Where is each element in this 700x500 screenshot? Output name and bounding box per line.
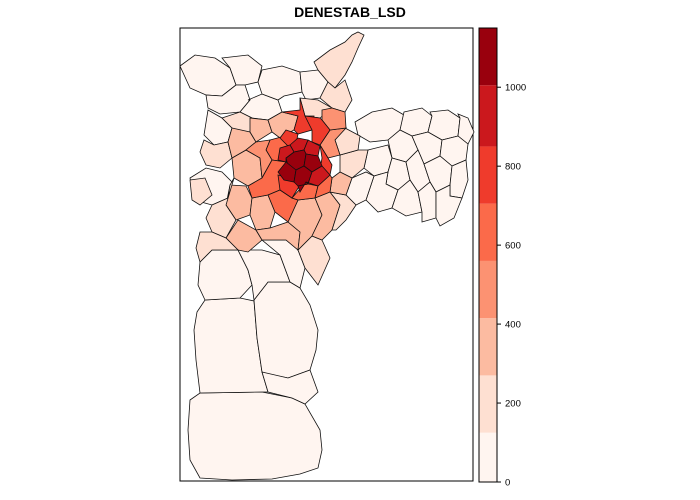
legend-tick-label-1: 200 [505, 399, 521, 410]
district-77 [277, 144, 295, 163]
district-57 [329, 171, 353, 196]
district-73 [277, 161, 297, 183]
district-layer [179, 31, 475, 481]
color-legend: 0 200 400 600 800 1000 [478, 27, 526, 489]
legend-tick-label-0: 0 [505, 478, 510, 489]
district-65 [304, 115, 331, 146]
district-1 [187, 391, 323, 481]
legend-swatch-6 [479, 146, 497, 204]
district-6 [237, 249, 291, 301]
district-19 [189, 177, 213, 206]
district-51 [329, 191, 357, 231]
legend-swatch-2 [479, 375, 497, 433]
legend-frame [478, 27, 498, 483]
district-47 [205, 177, 237, 239]
legend-swatch-3 [479, 318, 497, 376]
legend-swatch-5 [479, 203, 497, 261]
legend-tick-label-4: 800 [505, 162, 521, 173]
district-48 [195, 231, 239, 263]
legend-tick-label-3: 600 [505, 241, 521, 252]
district-13 [257, 65, 303, 101]
district-17 [319, 79, 353, 113]
district-75 [307, 165, 331, 187]
legend-swatch-4 [479, 260, 497, 319]
district-53 [249, 117, 273, 143]
legend-tick-label-5: 1000 [505, 83, 526, 94]
legend-swatch-8 [479, 28, 497, 86]
district-4 [261, 369, 319, 405]
map-title: DENESTAB_LSD [294, 4, 406, 20]
legend-swatch-7 [479, 85, 497, 147]
legend-tick-label-2: 400 [505, 320, 521, 331]
legend-swatch-1 [479, 432, 497, 482]
district-76 [297, 181, 319, 193]
district-22 [199, 139, 233, 169]
district-10 [221, 54, 263, 86]
district-38 [435, 184, 463, 227]
